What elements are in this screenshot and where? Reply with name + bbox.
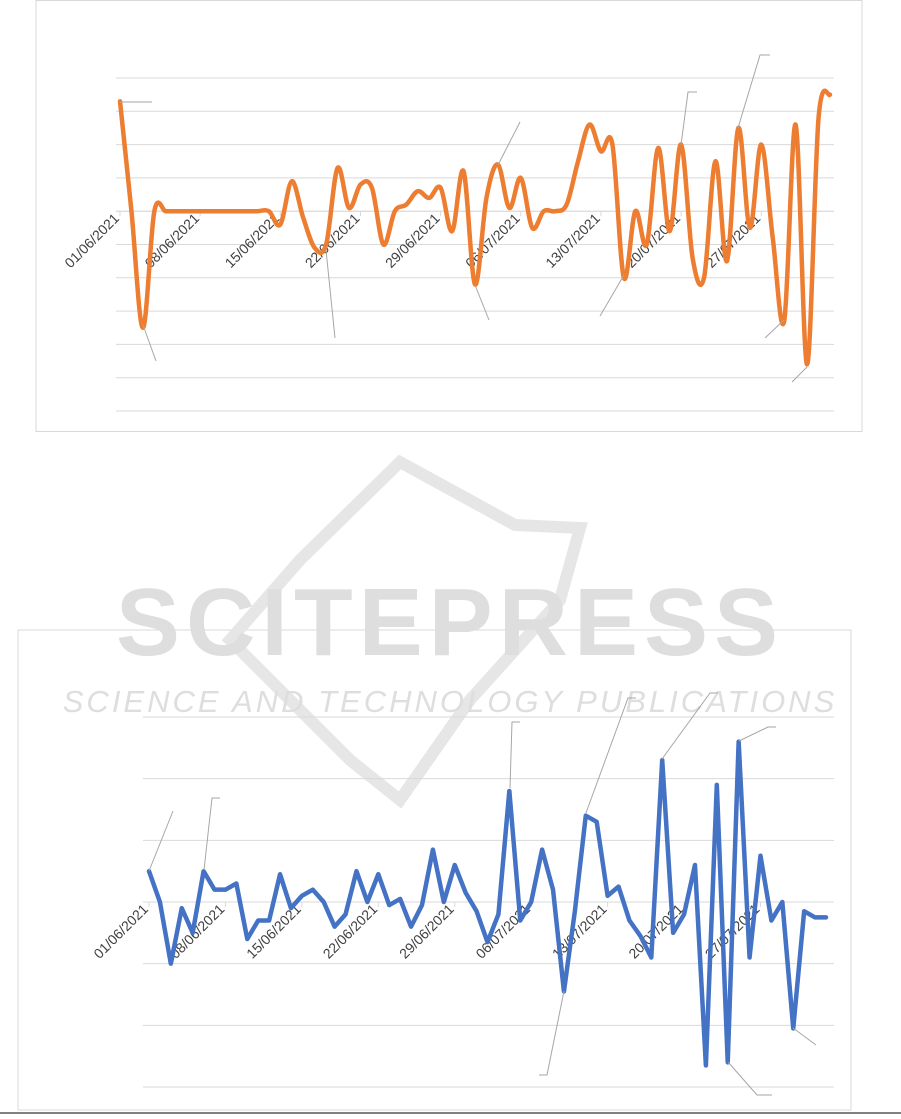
leader-line xyxy=(680,91,697,146)
leader-line xyxy=(738,726,776,742)
leader-line xyxy=(737,54,770,129)
watermark-title: SCITEPRESS xyxy=(116,569,784,676)
leader-line xyxy=(791,366,808,383)
leader-line xyxy=(727,1061,772,1096)
leader-line xyxy=(474,284,490,321)
leader-line xyxy=(325,249,336,339)
leader-line xyxy=(792,1027,817,1046)
leader-line xyxy=(203,797,220,871)
x-tick-label: 01/06/2021 xyxy=(61,210,122,271)
leader-line xyxy=(599,274,625,317)
leader-line xyxy=(148,810,174,872)
series-line xyxy=(117,88,833,367)
watermark: SCITEPRESS SCIENCE AND TECHNOLOGY PUBLIC… xyxy=(63,454,838,809)
leader-line xyxy=(539,990,565,1076)
leader-line xyxy=(661,692,718,760)
watermark-logo xyxy=(221,454,588,809)
leader-line xyxy=(585,697,636,814)
chart-frame xyxy=(35,0,863,432)
leader-line xyxy=(764,319,785,339)
x-tick-label: 01/06/2021 xyxy=(90,901,151,962)
series-line xyxy=(146,739,829,1068)
chart-frame xyxy=(17,629,852,1111)
watermark-subtitle: SCIENCE AND TECHNOLOGY PUBLICATIONS xyxy=(63,684,838,719)
x-tick-label: 13/07/2021 xyxy=(542,210,603,271)
leader-line xyxy=(509,721,520,789)
leader-lines xyxy=(120,54,817,1096)
leader-line xyxy=(497,121,521,166)
leader-line xyxy=(142,324,157,362)
